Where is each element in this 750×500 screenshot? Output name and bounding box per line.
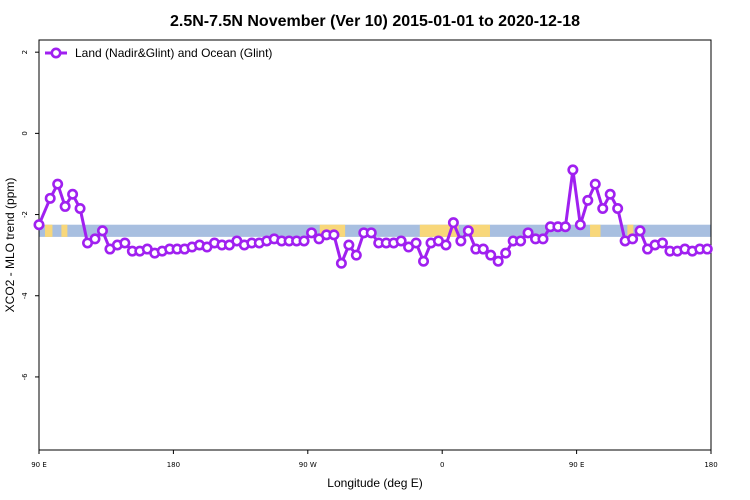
data-point bbox=[485, 249, 497, 261]
data-point bbox=[343, 239, 355, 251]
y-tick-label: -2 bbox=[21, 211, 29, 218]
data-point bbox=[515, 235, 527, 247]
data-point bbox=[350, 249, 362, 261]
data-point bbox=[462, 225, 474, 237]
data-point bbox=[33, 219, 45, 231]
y-axis: 2 0 -2 -4 -6 bbox=[21, 50, 39, 380]
x-tick-label: 0 bbox=[440, 461, 444, 469]
data-point bbox=[492, 255, 504, 267]
data-point bbox=[59, 200, 71, 212]
data-point bbox=[89, 233, 101, 245]
x-axis: 90 E 180 90 W 0 90 E 180 bbox=[31, 450, 718, 469]
data-point bbox=[627, 233, 639, 245]
data-point bbox=[567, 164, 579, 176]
data-point bbox=[119, 237, 131, 249]
data-point bbox=[447, 217, 459, 229]
series-layer bbox=[33, 164, 713, 269]
data-point bbox=[96, 225, 108, 237]
x-tick-label: 90 E bbox=[569, 461, 585, 469]
data-point bbox=[52, 178, 64, 190]
data-point bbox=[67, 188, 79, 200]
y-tick-label: -6 bbox=[21, 373, 29, 381]
x-tick-label: 90 W bbox=[299, 461, 317, 469]
data-point bbox=[612, 202, 624, 214]
data-point bbox=[559, 221, 571, 233]
data-point bbox=[335, 257, 347, 269]
legend-marker bbox=[50, 47, 62, 59]
x-tick-label: 180 bbox=[704, 461, 717, 469]
y-tick-label: 0 bbox=[21, 131, 29, 135]
legend: Land (Nadir&Glint) and Ocean (Glint) bbox=[45, 46, 272, 60]
data-point bbox=[395, 235, 407, 247]
data-point bbox=[298, 235, 310, 247]
data-point bbox=[589, 178, 601, 190]
data-point bbox=[44, 192, 56, 204]
data-point bbox=[74, 202, 86, 214]
x-tick-label: 90 E bbox=[31, 461, 47, 469]
data-point bbox=[410, 237, 422, 249]
x-tick-label: 180 bbox=[167, 461, 180, 469]
land-band-segment bbox=[61, 224, 68, 237]
y-tick-label: 2 bbox=[21, 50, 29, 54]
data-point bbox=[582, 194, 594, 206]
data-point bbox=[522, 227, 534, 239]
legend-label: Land (Nadir&Glint) and Ocean (Glint) bbox=[75, 46, 272, 60]
land-band-segment bbox=[590, 224, 601, 237]
data-point bbox=[328, 229, 340, 241]
data-point bbox=[701, 243, 713, 255]
data-point bbox=[306, 227, 318, 239]
data-point bbox=[500, 247, 512, 259]
data-point bbox=[574, 219, 586, 231]
land-band-segment bbox=[469, 224, 490, 237]
y-axis-label: XCO2 - MLO trend (ppm) bbox=[3, 178, 17, 313]
chart-title: 2.5N-7.5N November (Ver 10) 2015-01-01 t… bbox=[170, 13, 580, 30]
data-point bbox=[597, 202, 609, 214]
data-point bbox=[477, 243, 489, 255]
land-band-segment bbox=[44, 224, 53, 237]
land-band-segment bbox=[627, 224, 634, 237]
data-point bbox=[455, 235, 467, 247]
data-point bbox=[440, 239, 452, 251]
data-point bbox=[656, 237, 668, 249]
plot-frame bbox=[38, 39, 712, 451]
data-point bbox=[418, 255, 430, 267]
data-point bbox=[537, 233, 549, 245]
data-point bbox=[365, 227, 377, 239]
y-tick-label: -4 bbox=[21, 292, 29, 300]
data-point bbox=[604, 188, 616, 200]
x-axis-label: Longitude (deg E) bbox=[327, 476, 422, 490]
data-point bbox=[634, 225, 646, 237]
